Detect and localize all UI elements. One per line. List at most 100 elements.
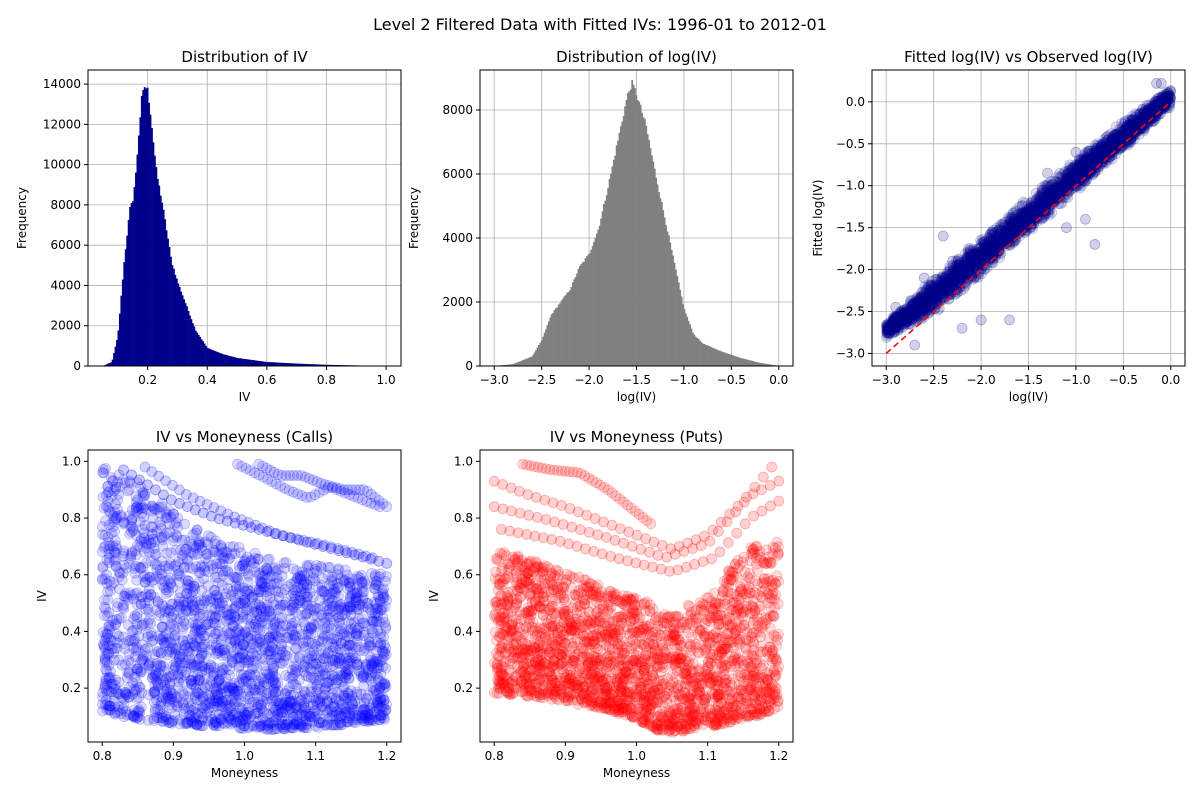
scatter-point	[919, 288, 929, 298]
y-tick-label: 4000	[50, 278, 81, 292]
y-axis-label: Fitted log(IV)	[811, 180, 825, 257]
y-tick-label: 6000	[442, 167, 473, 181]
x-tick-label: −3.0	[480, 373, 509, 387]
scatter-point	[988, 225, 998, 235]
x-tick-label: 0.6	[257, 373, 276, 387]
y-axis-label: Frequency	[407, 187, 421, 249]
x-tick-label: −1.0	[669, 373, 698, 387]
plot-marks	[103, 87, 387, 366]
subplot-title: Fitted log(IV) vs Observed log(IV)	[904, 48, 1153, 66]
scatter-point	[1061, 223, 1071, 233]
scatter-point	[1010, 227, 1020, 237]
scatter-point	[1141, 110, 1151, 120]
scatter-point	[886, 321, 896, 331]
scatter-point	[1005, 315, 1015, 325]
x-tick-label: 0.2	[138, 373, 157, 387]
y-tick-label: 0	[73, 359, 81, 373]
x-tick-label: −2.5	[527, 373, 556, 387]
scatter-point	[189, 611, 199, 621]
scatter-point	[97, 547, 107, 557]
subplot-title: Distribution of log(IV)	[556, 48, 717, 66]
y-tick-label: 6000	[50, 238, 81, 252]
scatter-point	[976, 315, 986, 325]
scatter-point	[132, 575, 142, 585]
y-tick-label: 0.0	[846, 95, 865, 109]
x-tick-label: 1.0	[377, 373, 396, 387]
x-tick-label: −2.0	[967, 373, 996, 387]
y-tick-label: 8000	[50, 198, 81, 212]
scatter-point	[950, 276, 960, 286]
scatter-point	[960, 273, 970, 283]
scatter-point	[1079, 162, 1089, 172]
scatter-point	[154, 610, 164, 620]
scatter-point	[957, 323, 967, 333]
x-tick-label: −1.0	[1061, 373, 1090, 387]
scatter-point	[964, 257, 974, 267]
y-tick-label: −0.5	[836, 137, 865, 151]
scatter-point	[1019, 219, 1029, 229]
x-tick-label: 0.8	[317, 373, 336, 387]
x-tick-label: 0.0	[1161, 373, 1180, 387]
scatter-point	[111, 562, 121, 572]
x-tick-label: −1.5	[1014, 373, 1043, 387]
y-tick-label: −2.0	[836, 263, 865, 277]
scatter-point	[891, 302, 901, 312]
plot-marks	[97, 459, 392, 734]
scatter-point	[1101, 136, 1111, 146]
y-tick-label: 12000	[43, 117, 81, 131]
scatter-point	[1090, 239, 1100, 249]
x-axis-label: log(IV)	[1009, 390, 1048, 404]
scatter-point	[198, 692, 208, 702]
scatter-point	[233, 572, 243, 582]
y-tick-label: −2.5	[836, 304, 865, 318]
scatter-point	[932, 275, 942, 285]
x-tick-label: 0.0	[769, 373, 788, 387]
y-tick-label: −1.5	[836, 221, 865, 235]
y-tick-label: 0	[465, 359, 473, 373]
scatter-point	[1156, 78, 1166, 88]
y-tick-label: −1.0	[836, 179, 865, 193]
scatter-point	[910, 340, 920, 350]
scatter-point	[982, 241, 992, 251]
scatter-point	[944, 294, 954, 304]
plot-marks	[494, 80, 778, 366]
x-tick-label: −0.5	[717, 373, 746, 387]
scatter-point	[1020, 210, 1030, 220]
scatter-point	[896, 317, 906, 327]
x-axis-label: log(IV)	[617, 390, 656, 404]
scatter-point	[137, 621, 147, 631]
y-tick-label: −3.0	[836, 346, 865, 360]
scatter-point	[938, 231, 948, 241]
scatter-point	[158, 541, 168, 551]
figure-suptitle: Level 2 Filtered Data with Fitted IVs: 1…	[373, 15, 827, 34]
scatter-point	[1080, 214, 1090, 224]
scatter-point	[1071, 147, 1081, 157]
scatter-point	[103, 595, 113, 605]
x-tick-label: −3.0	[872, 373, 901, 387]
y-tick-label: 4000	[442, 231, 473, 245]
scatter-point	[170, 520, 180, 530]
scatter-point	[263, 555, 273, 565]
scatter-point	[911, 295, 921, 305]
y-tick-label: 10000	[43, 158, 81, 172]
x-tick-label: −2.0	[575, 373, 604, 387]
y-axis-label: Frequency	[15, 187, 29, 249]
scatter-point	[131, 550, 141, 560]
scatter-point	[919, 273, 929, 283]
y-tick-label: 14000	[43, 77, 81, 91]
scatter-point	[319, 613, 329, 623]
x-tick-label: −0.5	[1109, 373, 1138, 387]
scatter-point	[1063, 175, 1073, 185]
scatter-point	[1009, 213, 1019, 223]
scatter-point	[1000, 238, 1010, 248]
scatter-point	[1032, 203, 1042, 213]
x-tick-label: 0.4	[198, 373, 217, 387]
scatter-point	[948, 256, 958, 266]
scatter-point	[1130, 115, 1140, 125]
scatter-point	[1035, 192, 1045, 202]
